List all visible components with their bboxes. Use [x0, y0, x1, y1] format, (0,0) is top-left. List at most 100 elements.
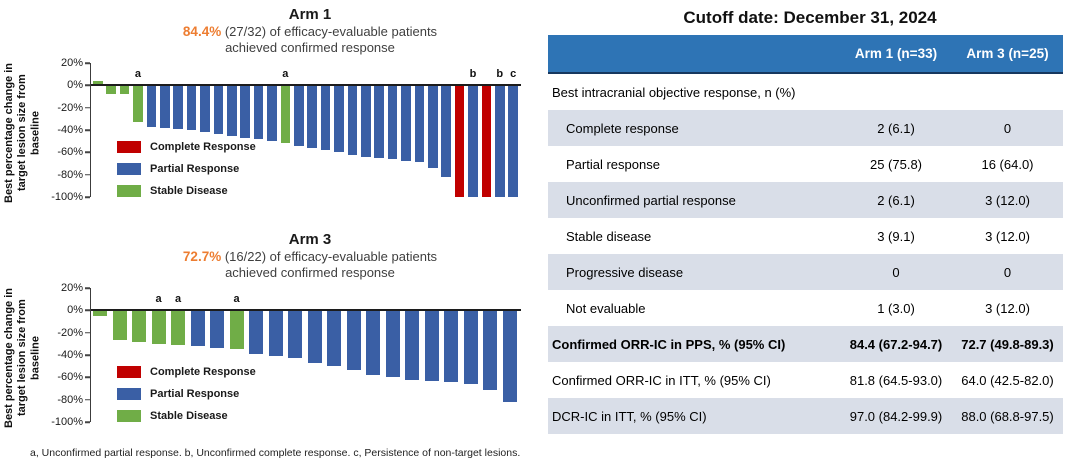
waterfall-bar [424, 310, 439, 381]
table-row: Not evaluable 1 (3.0) 3 (12.0) [548, 290, 1063, 326]
arm3-waterfall-chart: Arm 3 72.7% (16/22) of efficacy-evaluabl… [0, 231, 540, 428]
arm3-legend: Complete Response Partial Response Stable … [117, 366, 256, 432]
arm1-value: 2 (6.1) [877, 120, 915, 136]
arm3-y-axis-title: Best percentage change in target lesion … [3, 288, 42, 428]
waterfall-bar [347, 85, 358, 155]
waterfall-bar [495, 85, 505, 197]
table-row: Complete response 2 (6.1) 0 [548, 110, 1063, 146]
waterfall-bar [327, 310, 341, 367]
legend-item: Partial Response [117, 163, 256, 175]
legend-swatch-pr [117, 163, 141, 175]
y-tick-mark [85, 354, 90, 356]
arm1-y-axis-title: Best percentage change in target lesion … [3, 63, 42, 203]
table-row: Best intracranial objective response, n … [548, 74, 1063, 110]
waterfall-bar [463, 310, 478, 385]
arm3-value: 88.0 (68.8-97.5) [961, 408, 1054, 424]
arm3-value: 3 (12.0) [985, 300, 1030, 316]
waterfall-bar [200, 85, 210, 133]
arm1-plot-area: Complete Response Partial Response Stable … [90, 63, 533, 197]
waterfall-bar [186, 85, 197, 130]
arm1-subtitle-line2: achieved confirmed response [225, 40, 395, 55]
y-tick-label: -80% [57, 168, 83, 181]
arm1-value: 3 (9.1) [877, 228, 915, 244]
legend-item: Stable Disease [117, 410, 256, 422]
y-tick-label: -20% [57, 326, 83, 339]
legend-label: Partial Response [150, 163, 240, 175]
bar-annotation: a [233, 293, 240, 306]
y-tick-label: -60% [57, 371, 83, 384]
table-row: Unconfirmed partial response 2 (6.1) 3 (12… [548, 182, 1063, 218]
waterfall-bar [502, 310, 517, 402]
waterfall-bar [160, 85, 170, 128]
arm3-value: 0 [1003, 120, 1012, 136]
waterfall-bar [346, 310, 361, 370]
bar-annotation: b [496, 68, 504, 81]
waterfall-bar [173, 85, 183, 129]
waterfall-bar [146, 85, 157, 127]
y-tick-label: -80% [57, 393, 83, 406]
arm1-value: 2 (6.1) [877, 192, 915, 208]
waterfall-bar [428, 85, 438, 168]
waterfall-bar [210, 310, 224, 349]
bar-annotation: a [174, 293, 182, 306]
arm3-value: 0 [1003, 264, 1012, 280]
waterfall-bar [320, 85, 331, 151]
legend-label: Stable Disease [150, 410, 228, 422]
y-tick-label: -40% [57, 349, 83, 361]
table-row: Confirmed ORR-IC in PPS, % (95% CI) 84.4 … [548, 326, 1063, 362]
legend-swatch-sd [117, 410, 141, 422]
y-tick-mark [85, 151, 90, 154]
waterfall-bar [229, 310, 244, 350]
waterfall-bar [374, 85, 384, 158]
response-table: Arm 1 (n=33) Arm 3 (n=25) Best intracran… [548, 35, 1063, 434]
y-tick-label: -20% [57, 101, 83, 114]
waterfall-bar [280, 85, 291, 144]
arm3-response-rate: 72.7% [182, 249, 222, 264]
arm1-title: Arm 1 [288, 6, 332, 23]
bar-annotation: a [155, 293, 162, 306]
arm1-value: 81.8 (64.5-93.0) [849, 372, 943, 388]
legend-item: Complete Response [117, 366, 256, 378]
waterfall-bar [405, 310, 419, 380]
arm3-subtitle-line2: achieved confirmed response [225, 265, 395, 280]
arm3-title: Arm 3 [288, 231, 332, 248]
row-label: Best intracranial objective response, n … [552, 84, 796, 100]
y-tick-mark [85, 173, 90, 176]
waterfall-bar [387, 85, 398, 160]
waterfall-bar [227, 85, 237, 136]
waterfall-bar [366, 310, 380, 376]
waterfall-bar [268, 310, 283, 357]
arm1-y-axis: 20% 0% -20% -40% -60% -80% -100% [46, 57, 90, 203]
table-row: Confirmed ORR-IC in ITT, % (95% CI) 81.8 … [548, 362, 1063, 398]
legend-swatch-cr [117, 141, 141, 153]
y-tick-mark [85, 331, 90, 334]
arm3-chart-body: Best percentage change in target lesion … [0, 282, 540, 428]
waterfall-bar [112, 310, 127, 341]
arm1-y-axis-title-wrap: Best percentage change in target lesion … [0, 63, 46, 203]
waterfall-bar [508, 85, 518, 197]
y-tick-label: -100% [51, 191, 83, 203]
y-tick-label: 0% [67, 304, 83, 317]
table-row: Progressive disease 0 0 [548, 254, 1063, 290]
legend-label: Complete Response [150, 366, 256, 378]
waterfall-bar [288, 310, 302, 359]
bar-annotation: a [134, 68, 141, 81]
waterfall-bar [468, 85, 478, 197]
row-label: Stable disease [566, 228, 652, 244]
arm3-y-axis: 20% 0% -20% -40% -60% -80% -100% [46, 282, 90, 428]
y-tick-label: 0% [67, 79, 83, 92]
arm1-value: 0 [892, 264, 900, 280]
arm1-subtitle: 84.4% (27/32) of efficacy-evaluable pati… [90, 24, 530, 40]
table-header-row: Arm 1 (n=33) Arm 3 (n=25) [548, 35, 1063, 74]
y-tick-label: 20% [60, 57, 83, 69]
legend-item: Stable Disease [117, 185, 256, 197]
arm3-value: 72.7 (49.8-89.3) [961, 336, 1054, 352]
waterfall-bar [93, 310, 107, 316]
waterfall-bar [190, 310, 205, 347]
waterfall-bar [119, 85, 130, 95]
waterfall-bar [307, 85, 317, 148]
y-tick-label: -40% [57, 124, 83, 136]
row-label: Unconfirmed partial response [566, 192, 736, 208]
table-row: Stable disease 3 (9.1) 3 (12.0) [548, 218, 1063, 254]
waterfall-bar [240, 85, 250, 138]
